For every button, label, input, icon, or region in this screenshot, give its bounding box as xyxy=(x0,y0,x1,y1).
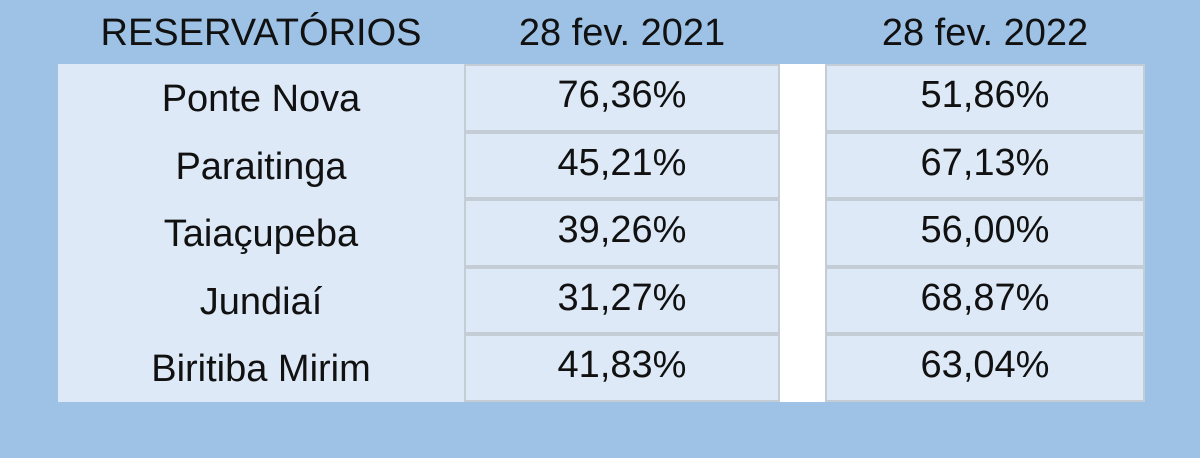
value-2021: 39,26% xyxy=(464,199,780,267)
value-2021: 45,21% xyxy=(464,131,780,200)
value-2021: 31,27% xyxy=(464,266,780,335)
reservoir-name: Jundiaí xyxy=(199,280,323,323)
reservoir-name: Biritiba Mirim xyxy=(151,348,371,391)
value-2021: 76,36% xyxy=(464,64,780,132)
table-gap xyxy=(780,64,825,402)
table-row: Jundiaí 31,27% 68,87% xyxy=(0,266,1200,335)
reservoir-name: Taiaçupeba xyxy=(163,213,359,256)
value-2022: 67,13% xyxy=(825,131,1145,200)
value-2022: 63,04% xyxy=(825,334,1145,402)
value-2022: 56,00% xyxy=(825,199,1145,267)
header-reservatorios: RESERVATÓRIOS xyxy=(100,11,422,54)
table-row: Paraitinga 45,21% 67,13% xyxy=(0,131,1200,200)
table-row: Biritiba Mirim 41,83% 63,04% xyxy=(0,334,1200,402)
reservoir-name: Paraitinga xyxy=(175,145,347,188)
reservoir-name: Ponte Nova xyxy=(161,78,361,120)
table-row: Ponte Nova 76,36% 51,86% xyxy=(0,64,1200,132)
header-2022: 28 fev. 2022 xyxy=(881,11,1089,54)
header-2021: 28 fev. 2021 xyxy=(518,11,726,54)
value-2021: 41,83% xyxy=(464,334,780,402)
table-row: Taiaçupeba 39,26% 56,00% xyxy=(0,199,1200,267)
value-2022: 51,86% xyxy=(825,64,1145,132)
value-2022: 68,87% xyxy=(825,266,1145,335)
